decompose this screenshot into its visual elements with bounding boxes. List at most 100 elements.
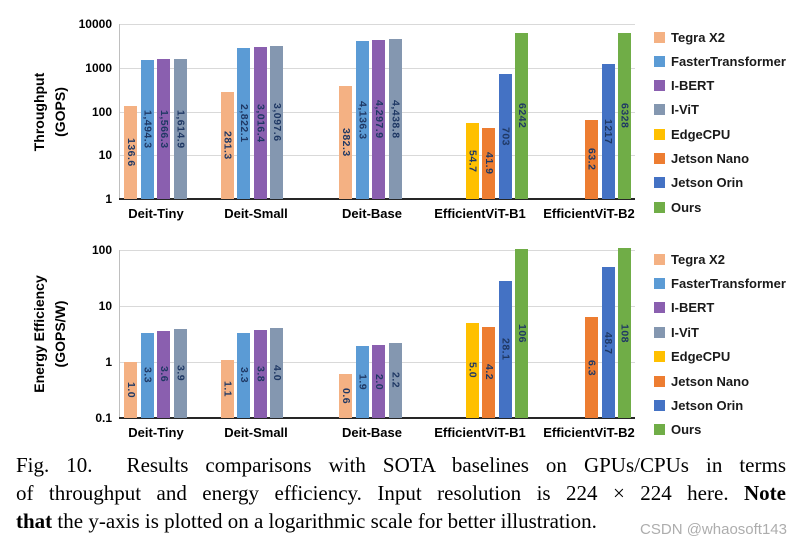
legend-item: I-BERT xyxy=(654,78,714,94)
legend-label: I-BERT xyxy=(671,300,715,316)
legend-label: Jetson Orin xyxy=(671,175,744,191)
legend-swatch xyxy=(654,128,665,140)
legend-item: I-ViT xyxy=(654,102,699,118)
bar-value-label: 3.3 xyxy=(141,333,153,418)
bar-value-label: 4,438.8 xyxy=(389,39,401,199)
chart-bar xyxy=(601,267,615,418)
chart-bar xyxy=(220,359,234,418)
legend-item: Tegra X2 xyxy=(654,29,725,45)
bar-value-text: 3.9 xyxy=(174,365,187,382)
bar-value-label: 4.2 xyxy=(483,327,495,418)
chart-bar xyxy=(465,122,479,199)
legend-swatch xyxy=(654,80,665,92)
legend-label: Jetson Nano xyxy=(671,373,750,389)
chart-bar xyxy=(124,105,138,199)
legend-item: FasterTransformer xyxy=(654,275,786,291)
bar-value-text: 41.9 xyxy=(482,152,495,175)
y-axis-title-line: Energy Efficiency xyxy=(31,275,47,393)
chart-bar xyxy=(220,91,234,199)
chart-bar xyxy=(157,59,171,199)
legend-label: Tegra X2 xyxy=(671,251,725,267)
bar-value-label: 1,614.9 xyxy=(174,59,186,199)
chart-bar xyxy=(372,40,386,199)
bar-value-label: 0.6 xyxy=(340,374,352,418)
bar-value-text: 3.8 xyxy=(254,365,267,382)
bar-value-text: 48.7 xyxy=(602,331,614,354)
bar-value-label: 1.0 xyxy=(125,362,137,418)
bar-value-label: 3.8 xyxy=(254,330,266,418)
x-axis-line xyxy=(119,417,635,419)
chart-bar xyxy=(388,39,402,199)
bar-value-text: 281.3 xyxy=(221,131,234,160)
grid-line xyxy=(119,306,635,307)
bar-value-text: 4.2 xyxy=(482,364,495,381)
bar-value-label: 3.9 xyxy=(174,329,186,418)
category-label: EfficientViT-B1 xyxy=(434,425,526,440)
chart-bar xyxy=(270,46,284,199)
category-label: Deit-Base xyxy=(342,206,402,221)
legend-swatch xyxy=(654,31,665,43)
bar-value-text: 3.6 xyxy=(157,366,170,383)
bar-value-text: 2.0 xyxy=(372,373,385,390)
legend-label: Tegra X2 xyxy=(671,29,725,45)
bar-value-label: 1,566.3 xyxy=(158,59,170,199)
chart-bar xyxy=(157,330,171,418)
bar-value-label: 2.0 xyxy=(373,345,385,418)
chart-bar xyxy=(140,60,154,199)
bar-value-text: 1217 xyxy=(602,118,614,145)
bar-value-label: 281.3 xyxy=(221,92,233,199)
bar-value-text: 382.3 xyxy=(339,128,352,157)
legend-item: Jetson Nano xyxy=(654,373,749,389)
chart-bar xyxy=(482,327,496,418)
legend-swatch xyxy=(654,153,665,164)
legend-item: FasterTransformer xyxy=(654,53,786,69)
y-tick-label: 100 xyxy=(91,105,112,119)
y-axis-title-line: Throughput xyxy=(31,72,47,151)
caption-text: that xyxy=(16,509,53,533)
caption-text: Fig. 10. Results comparisons with SOTA b… xyxy=(16,453,786,477)
legend-swatch xyxy=(654,277,665,289)
legend-swatch xyxy=(654,302,665,314)
chart-bar xyxy=(372,345,386,418)
legend-swatch xyxy=(654,351,665,363)
legend-item: Tegra X2 xyxy=(654,251,725,267)
bar-value-label: 6242 xyxy=(516,33,528,199)
caption-line: Fig. 10. Results comparisons with SOTA b… xyxy=(16,451,786,479)
bar-value-label: 63.2 xyxy=(586,120,598,199)
bar-value-text: 6.3 xyxy=(585,359,598,376)
chart-bar xyxy=(618,248,631,418)
bar-value-text: 0.6 xyxy=(339,388,352,405)
chart-bar xyxy=(270,328,284,418)
bar-value-label: 136.6 xyxy=(125,106,137,199)
chart-bar xyxy=(237,48,251,199)
y-axis-title-line: (GOPS/W) xyxy=(52,300,68,368)
chart-bar xyxy=(498,74,512,199)
bar-value-label: 382.3 xyxy=(340,86,352,199)
bar-value-text: 1.1 xyxy=(221,380,234,397)
bar-value-text: 4.0 xyxy=(270,365,283,382)
legend-label: EdgeCPU xyxy=(671,349,731,365)
chart-bar xyxy=(253,329,267,418)
chart-bar xyxy=(482,128,496,199)
y-tick-label: 10 xyxy=(98,299,112,313)
y-tick-label: 1 xyxy=(105,192,112,206)
legend-label: EdgeCPU xyxy=(671,126,731,142)
bar-value-label: 6328 xyxy=(619,33,631,199)
category-label: Deit-Small xyxy=(224,425,288,440)
bar-value-text: 1.0 xyxy=(124,381,137,399)
y-axis-title-line: (GOPS) xyxy=(52,86,68,137)
grid-line xyxy=(119,24,635,25)
grid-line xyxy=(119,250,635,251)
bar-value-text: 3,097.6 xyxy=(270,103,283,142)
bar-value-label: 2,822.1 xyxy=(238,48,250,199)
y-tick-label: 0.1 xyxy=(95,411,112,425)
legend-label: FasterTransformer xyxy=(671,53,786,69)
legend-swatch xyxy=(654,326,665,338)
category-label: Deit-Tiny xyxy=(128,425,184,440)
bar-value-label: 4,136.3 xyxy=(356,41,368,199)
legend-swatch xyxy=(654,104,665,116)
bar-value-label: 48.7 xyxy=(602,267,614,418)
bar-value-text: 2,822.1 xyxy=(237,104,250,143)
bar-value-text: 4,438.8 xyxy=(389,99,402,139)
bar-value-label: 4,297.9 xyxy=(373,40,385,199)
